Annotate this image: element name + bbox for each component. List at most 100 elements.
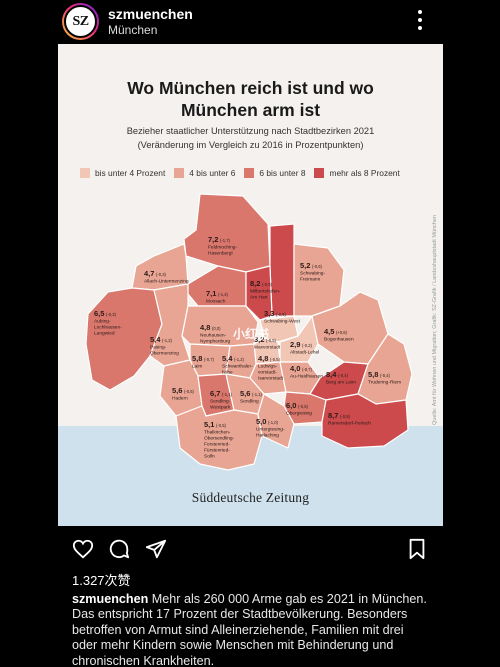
district-ludwigsvorstadt	[249, 361, 287, 395]
district-name: Trudering-Riem	[368, 380, 401, 386]
username[interactable]: szmuenchen	[108, 6, 193, 22]
district-name: Freimann	[300, 277, 321, 283]
district-ramersdorf	[321, 393, 409, 449]
legend-swatch	[314, 168, 325, 178]
legend-item: 6 bis unter 8	[244, 168, 305, 178]
district-name: Forstenried-	[204, 442, 230, 448]
district-name: Allach-Untermenzing	[144, 279, 189, 285]
district-name: Maxvorstadt	[254, 345, 281, 351]
legend-label: bis unter 4 Prozent	[95, 168, 166, 178]
legend-swatch	[80, 168, 90, 178]
graphic-title-line2: München arm ist	[180, 100, 321, 120]
district-label: 4,8 (-0,5)	[258, 354, 281, 363]
district-name: Langwied	[94, 331, 115, 337]
district-label: 5,8 (-0,4)	[368, 370, 391, 379]
graphic-subtitle-line1: Bezieher staatlicher Unterstützung nach …	[126, 126, 375, 136]
district-name: Schwabing-West	[264, 319, 301, 325]
district-label: 6,7 (-1,1)	[210, 389, 233, 398]
district-name: Sendling	[240, 399, 259, 405]
legend-item: mehr als 8 Prozent	[314, 168, 400, 178]
district-label: 2,9 (-0,2)	[290, 340, 313, 349]
heart-icon[interactable]	[72, 538, 94, 560]
district-name: Altstadt-Lehel	[290, 350, 319, 356]
district-label: 4,7 (-0,3)	[144, 269, 167, 278]
graphic-title-line1: Wo München reich ist und wo	[127, 78, 374, 98]
district-name: Nymphenburg	[200, 339, 230, 345]
avatar[interactable]: SZ	[62, 3, 99, 40]
district-name: Hadern	[172, 396, 188, 402]
district-name: Pasing-	[150, 345, 167, 351]
legend-swatch	[174, 168, 185, 178]
district-name: Fürstenried-	[204, 448, 230, 454]
source-text: Quelle: Amt für Wohnen und Migration; Gr…	[432, 215, 438, 425]
legend-item: 4 bis unter 6	[174, 168, 235, 178]
district-name: Isarvorstadt	[258, 376, 284, 382]
district-label: 5,6 (-1,1)	[240, 389, 263, 398]
district-milbertshofen	[245, 265, 273, 321]
district-name: Schwabing-	[300, 271, 325, 277]
district-name: Obersendling-	[204, 436, 235, 442]
district-label: 5,6 (-0,5)	[172, 386, 195, 395]
post-header: SZ szmuenchen München	[0, 0, 500, 44]
comment-icon[interactable]	[108, 538, 130, 560]
district-label: 5,2 (-0,6)	[300, 261, 323, 270]
district-label: 3,3 (-0,6)	[264, 309, 287, 318]
district-label: 5,8 (-0,7)	[192, 354, 215, 363]
district-label: 5,1 (-0,5)	[204, 420, 227, 429]
district-label: 4,0 (-0,7)	[290, 364, 313, 373]
post-image[interactable]: Wo München reich ist und wo München arm …	[58, 44, 443, 526]
district-name: Obermenzing	[150, 351, 179, 357]
district-milbertshofen-strip	[269, 223, 295, 317]
graphic-title: Wo München reich ist und wo München arm …	[58, 77, 443, 121]
legend-item: bis unter 4 Prozent	[80, 168, 165, 178]
district-name: Harlaching	[256, 433, 279, 439]
district-label: 7,1 (-1,4)	[206, 289, 229, 298]
district-label: 8,2 (-0,9)	[250, 279, 273, 288]
district-name: Am Hart	[250, 295, 268, 301]
legend-swatch	[244, 168, 255, 178]
district-label: 8,7 (-0,5)	[328, 411, 351, 420]
district-name: Milbertshofen-	[250, 289, 281, 295]
legend-label: 6 bis unter 8	[259, 168, 306, 178]
sz-logo: Süddeutsche Zeitung	[191, 490, 310, 505]
district-name: Lochhausen-	[94, 325, 122, 331]
legend-label: 4 bis unter 6	[189, 168, 236, 178]
district-name: Ramersdorf-Perlach	[328, 421, 371, 427]
district-name: Obergiesing	[286, 411, 312, 417]
district-label: 5,4 (-1,2)	[222, 354, 245, 363]
district-label: 6,0 (-0,5)	[286, 401, 309, 410]
district-name: Moosach	[206, 299, 226, 305]
district-label: 3,2 (-0,5)	[254, 335, 277, 344]
district-name: Ludwigs-	[258, 364, 278, 370]
district-label: 8,4 (-0,4)	[326, 370, 349, 379]
graphic-subtitle: Bezieher staatlicher Unterstützung nach …	[58, 124, 443, 152]
graphic-subtitle-line2: (Veränderung im Vergleich zu 2016 in Pro…	[137, 140, 364, 150]
district-label: 6,5 (-0,3)	[94, 309, 117, 318]
district-label: 4,5 (+0,6)	[324, 327, 348, 336]
watermark: 小红书	[233, 327, 270, 341]
district-name: Feldmoching-	[208, 245, 237, 251]
district-feldmoching	[183, 193, 271, 273]
action-bar	[0, 530, 500, 566]
caption-text: Mehr als 260 000 Arme gab es 2021 in Mün…	[72, 592, 427, 667]
send-icon[interactable]	[145, 538, 167, 560]
district-name: Berg am Laim	[326, 380, 356, 386]
like-count[interactable]: 1.327次赞	[72, 573, 131, 588]
district-name: Bogenhausen	[324, 337, 354, 343]
caption-username[interactable]: szmuenchen	[72, 592, 149, 606]
bookmark-icon[interactable]	[406, 538, 428, 560]
caption: szmuenchen Mehr als 260 000 Arme gab es …	[72, 592, 432, 667]
district-name: Neuhausen-	[200, 333, 227, 339]
legend-label: mehr als 8 Prozent	[329, 168, 400, 178]
district-name: höhe	[222, 370, 233, 376]
district-name: Solln	[204, 454, 215, 460]
location[interactable]: München	[108, 23, 158, 37]
district-name: Schwanthaler-	[222, 364, 253, 370]
district-name: vorstadt-	[258, 370, 277, 376]
more-vertical-icon[interactable]	[417, 10, 423, 32]
district-name: Untergiesing-	[256, 427, 285, 433]
district-name: Aubing-	[94, 319, 111, 325]
map-legend: bis unter 4 Prozent 4 bis unter 6 6 bis …	[80, 166, 409, 180]
district-untergiesing	[257, 393, 295, 449]
district-map: 7,2 (-1,7)Feldmoching-Hasenbergl 4,7 (-0,3)…	[85, 193, 413, 471]
